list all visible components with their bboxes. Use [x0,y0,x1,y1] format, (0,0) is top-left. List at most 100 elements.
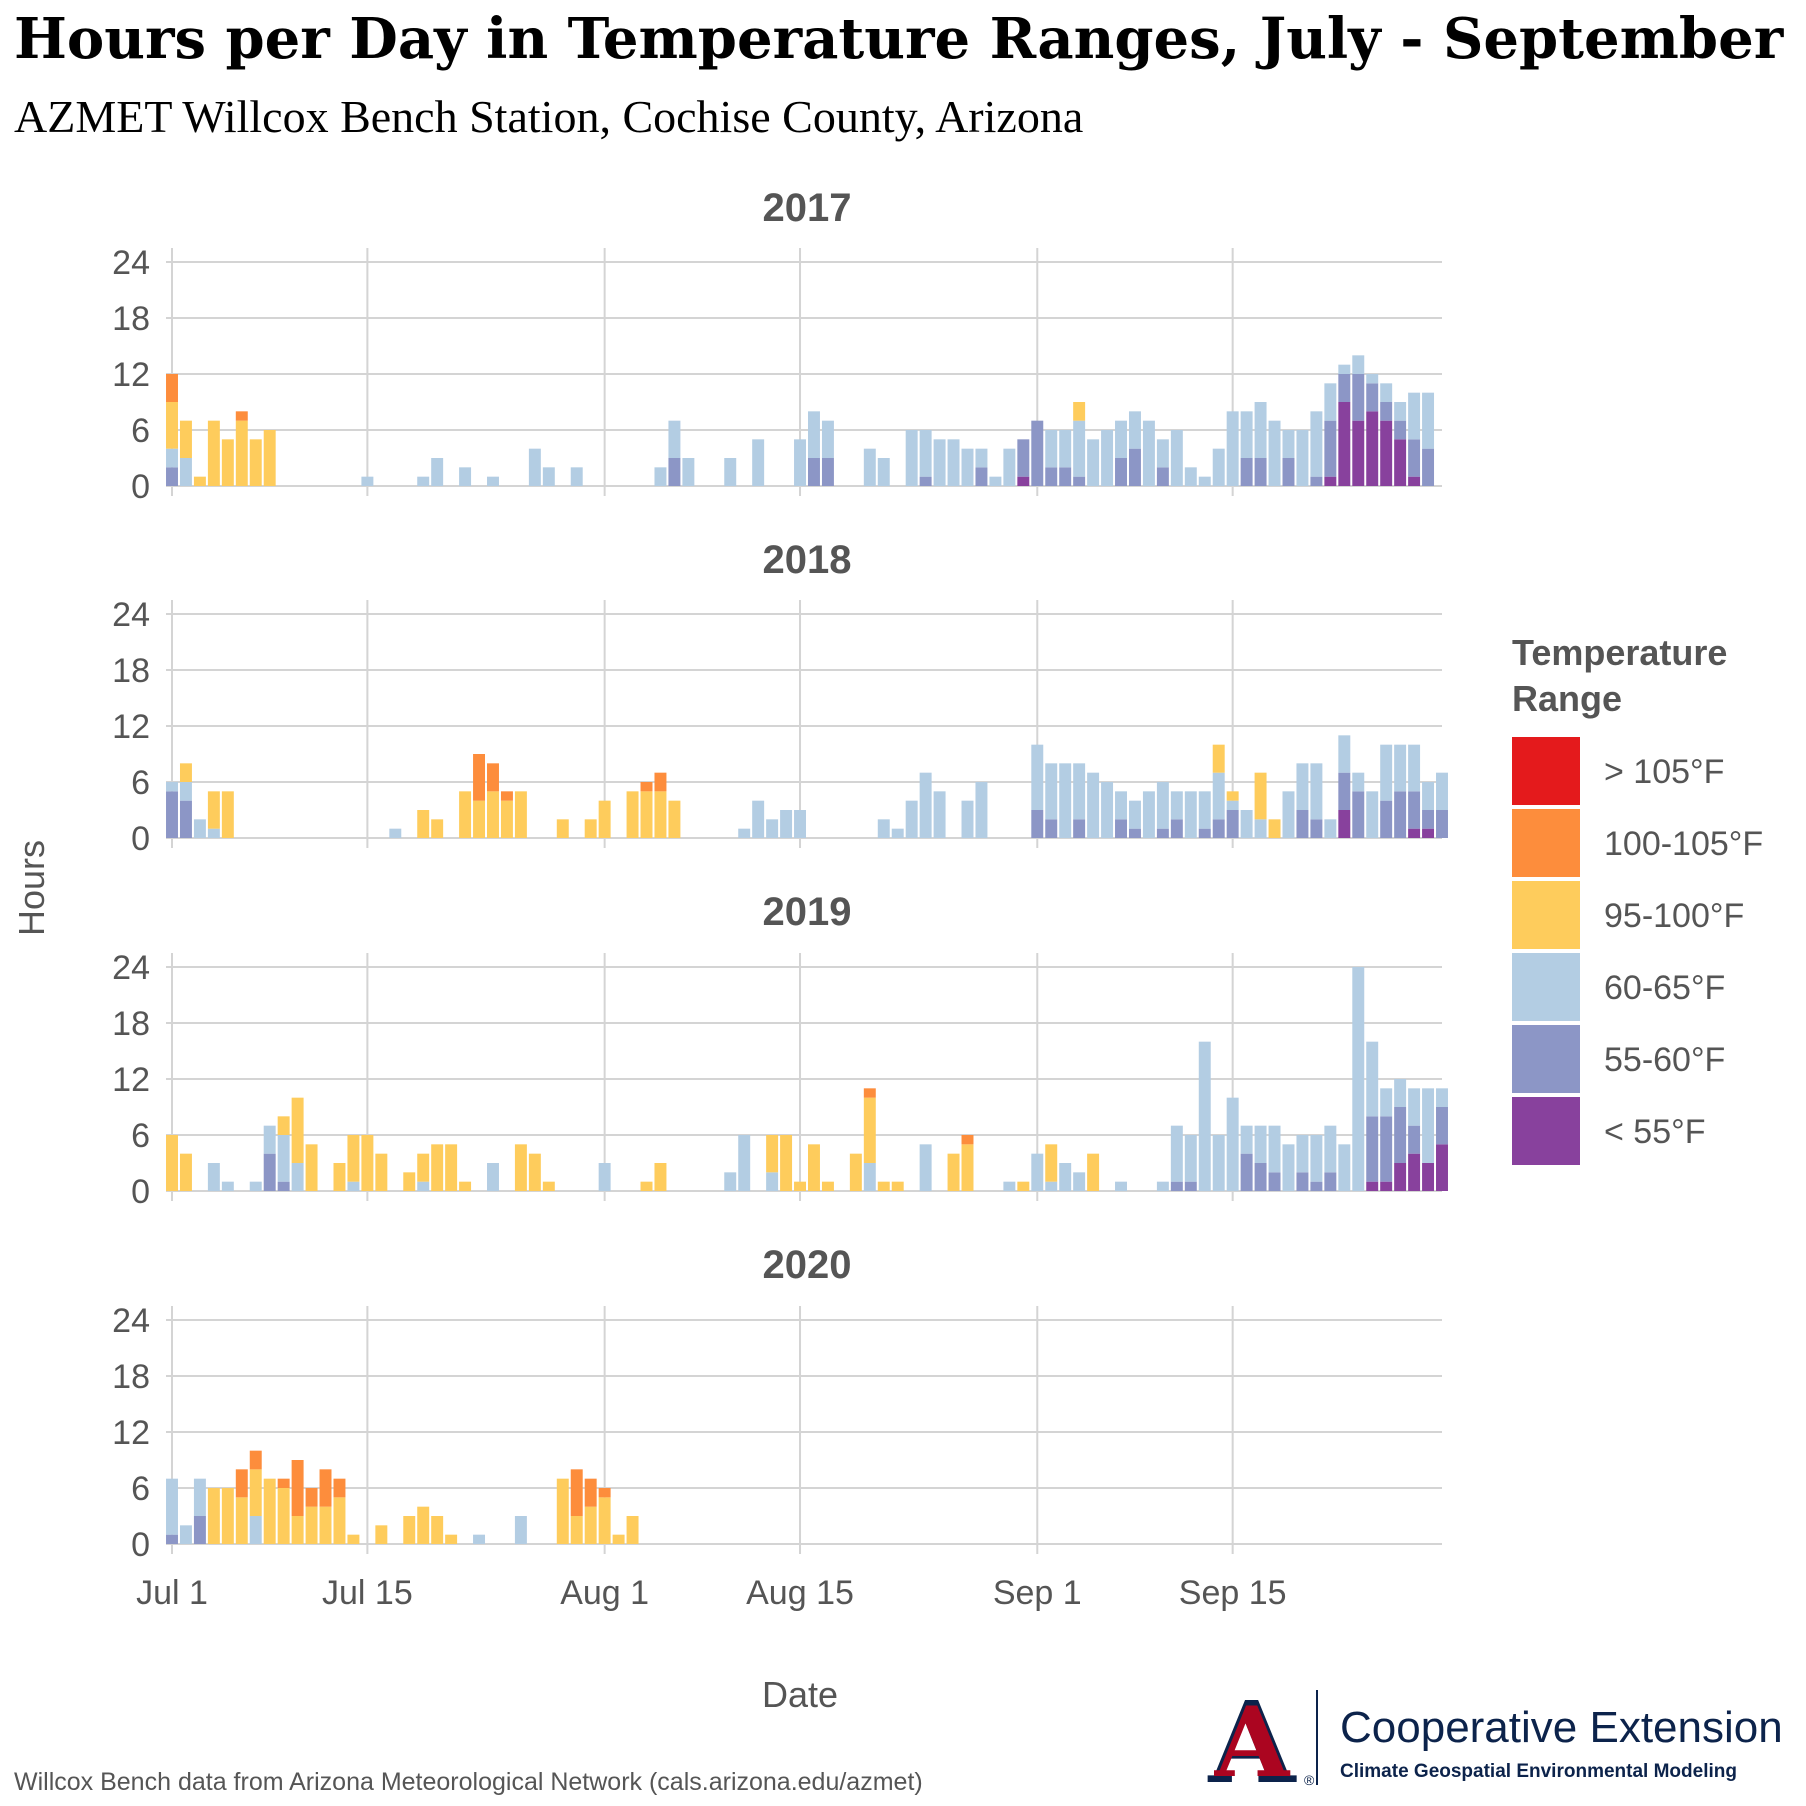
legend-swatch-below55 [1512,1097,1580,1165]
legend-label-100to105: 100-105°F [1604,825,1763,863]
bar-below55 [1338,810,1351,838]
bar-60to65 [1212,1135,1225,1191]
bar-95to100 [431,1144,444,1191]
bar-60to65 [877,458,890,486]
bar-60to65 [863,1163,876,1191]
bar-60to65 [1436,772,1448,810]
bar-60to65 [1142,420,1155,486]
bar-60to65 [598,1163,611,1191]
bar-100to105 [863,1088,876,1098]
bar-55to60 [1198,828,1211,838]
facet-title: 2017 [763,186,852,230]
bar-55to60 [1366,383,1379,412]
bar-95to100 [654,1163,667,1191]
legend-label-60to65: 60-65°F [1604,969,1725,1007]
registered-mark: ® [1304,1772,1315,1788]
bar-60to65 [1073,420,1086,477]
bar-55to60 [1156,467,1169,486]
bar-95to100 [179,763,192,782]
bar-60to65 [417,476,430,486]
bar-55to60 [1115,819,1127,838]
facet-title: 2020 [763,1243,852,1287]
bar-60to65 [1156,782,1169,829]
bar-55to60 [1352,791,1365,838]
bar-60to65 [794,810,806,838]
bar-100to105 [654,772,667,792]
bar-60to65 [570,467,583,486]
bar-60to65 [1394,744,1407,792]
bar-60to65 [1115,1181,1127,1191]
bar-95to100 [459,1181,472,1191]
bar-60to65 [1422,392,1435,449]
bar-60to65 [459,467,472,486]
bar-95to100 [277,1116,290,1135]
bar-95to100 [500,800,513,838]
bar-55to60 [1254,1163,1267,1191]
bar-95to100 [403,1172,416,1191]
bar-95to100 [570,1516,583,1544]
bar-60to65 [1226,800,1239,810]
bar-60to65 [1366,791,1379,838]
bar-55to60 [1073,476,1086,486]
bar-60to65 [724,458,737,486]
legend-title-line-2: Range [1512,678,1622,719]
bar-60to65 [1310,1135,1323,1182]
bar-55to60 [1436,810,1448,838]
bar-60to65 [738,828,751,838]
bar-95to100 [221,1488,234,1544]
bar-95to100 [766,1135,779,1173]
bar-100to105 [640,782,653,792]
bar-55to60 [1408,1125,1421,1154]
logo-letter: A [1214,1686,1291,1799]
bar-60to65 [961,448,974,486]
bar-55to60 [1296,810,1309,838]
legend-label-55to60: 55-60°F [1604,1041,1725,1079]
bar-60to65 [1282,1144,1295,1191]
bar-95to100 [514,791,527,838]
bar-55to60 [1380,800,1393,838]
y-tick-label: 18 [112,300,150,338]
bar-60to65 [389,828,402,838]
bar-95to100 [1045,1144,1058,1182]
facet-panel-2019: 2019 0 6 12 18 24 [112,890,1448,1211]
bar-60to65 [1059,1163,1072,1191]
bar-60to65 [431,458,444,486]
bar-60to65 [1352,355,1365,374]
bar-55to60 [1031,420,1044,486]
bar-below55 [1394,1163,1407,1191]
legend-label-below55: < 55°F [1604,1113,1706,1151]
bar-95to100 [556,819,569,838]
bar-55to60 [1254,458,1267,486]
bar-55to60 [166,467,178,486]
bar-95to100 [166,1135,178,1191]
bar-60to65 [1296,763,1309,810]
bar-95to100 [1226,791,1239,801]
bar-60to65 [1254,1125,1267,1163]
bar-95to100 [877,1181,890,1191]
bar-60to65 [1170,791,1183,820]
bar-60to65 [263,1125,276,1154]
bar-60to65 [1198,476,1211,486]
bar-60to65 [905,430,918,486]
x-tick-label: Sep 15 [1179,1574,1287,1612]
bar-60to65 [933,791,946,838]
bar-60to65 [1324,819,1337,838]
facet-panels: 2017061218242018061218242019061218242020… [112,186,1448,1612]
bar-95to100 [947,1153,960,1191]
bar-60to65 [668,420,681,458]
legend-swatch-55to60 [1512,1025,1580,1093]
bar-95to100 [263,1478,276,1544]
bar-95to100 [263,430,276,486]
chart-subtitle: AZMET Willcox Bench Station, Cochise Cou… [14,91,1083,142]
bar-55to60 [821,458,834,486]
bar-95to100 [849,1153,862,1191]
bar-95to100 [166,402,178,449]
bar-60to65 [933,439,946,486]
bar-55to60 [1394,420,1407,440]
bar-95to100 [863,1097,876,1163]
bar-95to100 [626,1516,639,1544]
bar-60to65 [1184,791,1197,838]
y-tick-label: 12 [112,356,150,394]
facet-panel-2018: 2018 0 6 12 18 24 [112,538,1448,858]
y-tick-label: 24 [112,596,150,634]
